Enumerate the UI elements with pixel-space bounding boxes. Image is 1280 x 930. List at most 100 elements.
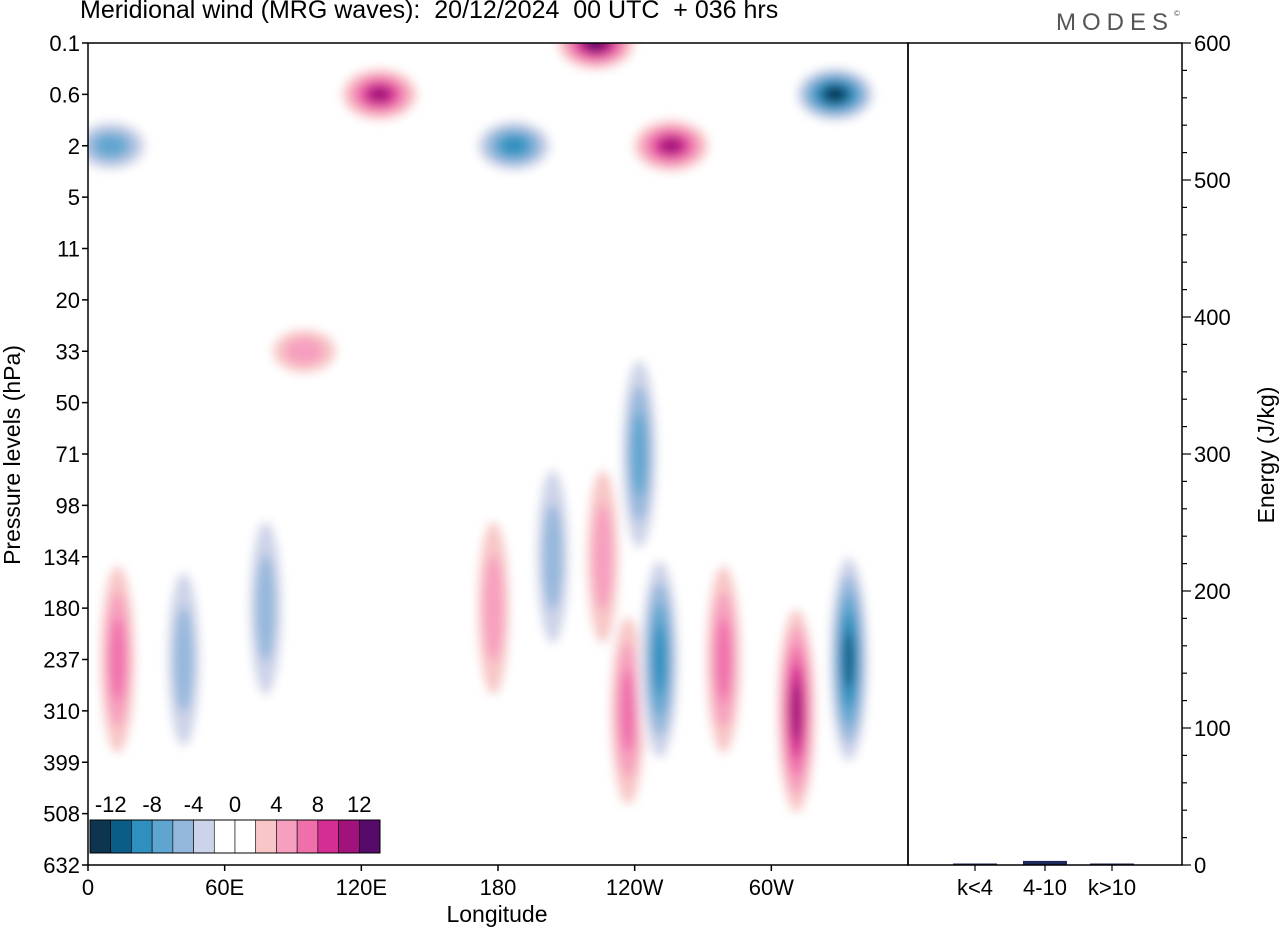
contour-level — [843, 630, 855, 689]
colorbar-swatch — [296, 819, 319, 854]
logo-mark: © — [1174, 9, 1180, 18]
colorbar-swatch — [172, 819, 194, 854]
contour-level — [501, 137, 527, 155]
field-feature-17 — [335, 64, 424, 125]
y-tick-label: 134 — [43, 545, 80, 570]
contour-level — [109, 617, 126, 702]
bar-panel-frame — [907, 42, 1183, 866]
logo-text: MODES — [1056, 9, 1175, 36]
field-feature-1 — [161, 539, 206, 780]
field-feature-6 — [605, 590, 650, 831]
heatmap-x-tick-labels: 0 60E 120E 180 120W 60W — [82, 875, 794, 900]
field-feature-4 — [530, 436, 575, 677]
colorbar-tick-label: 12 — [347, 792, 371, 817]
field-feature-2 — [243, 488, 288, 729]
field-feature-18 — [260, 321, 349, 382]
colorbar-swatch — [213, 819, 236, 854]
x-tick-label: 180 — [480, 875, 517, 900]
y-tick-label: 237 — [43, 648, 80, 673]
y-tick-label: 33 — [56, 339, 80, 364]
energy-tick-label: 100 — [1194, 716, 1231, 741]
x-tick-label: 120W — [606, 875, 664, 900]
colorbar-tick-label: -12 — [95, 792, 127, 817]
colorbar-swatch — [89, 819, 112, 854]
field-contours — [88, 43, 880, 831]
wind-field — [88, 43, 880, 831]
field-feature-14 — [791, 64, 880, 125]
colorbar-swatch — [131, 819, 153, 854]
colorbar-swatch — [358, 819, 381, 854]
colorbar-swatch — [276, 819, 298, 854]
x-tick-label: 60E — [205, 875, 244, 900]
contour-level — [95, 135, 127, 157]
x-tick-label: 60W — [749, 875, 794, 900]
y-tick-label: 71 — [56, 442, 80, 467]
x-tick-label: 120E — [336, 875, 387, 900]
colorbar-tick-label: 4 — [270, 792, 282, 817]
colorbar-swatch — [151, 819, 174, 854]
energy-tick-label: 600 — [1194, 31, 1231, 56]
field-feature-13 — [627, 115, 716, 176]
colorbar: -12 -8 -4 0 4 8 12 — [89, 792, 381, 854]
y-tick-label: 180 — [43, 596, 80, 621]
colorbar-tick-label: 8 — [312, 792, 324, 817]
field-feature-11 — [617, 334, 662, 574]
colorbar-tick-label: -4 — [184, 792, 204, 817]
contour-level — [620, 669, 636, 753]
x-tick-label: 0 — [82, 875, 94, 900]
energy-tick-label: 200 — [1194, 579, 1231, 604]
contour-level — [631, 412, 647, 496]
energy-category-label: k>10 — [1088, 875, 1136, 900]
field-feature-3 — [471, 488, 516, 729]
contour-level — [825, 88, 845, 101]
energy-category-label: 4-10 — [1023, 875, 1067, 900]
heatmap-ticks — [82, 42, 773, 871]
field-feature-8 — [701, 539, 746, 780]
field-feature-5 — [580, 436, 625, 677]
field-feature-0 — [95, 539, 140, 780]
y-tick-label: 632 — [43, 853, 80, 878]
y-tick-label: 310 — [43, 699, 80, 724]
field-feature-12 — [551, 43, 640, 73]
energy-bar — [1023, 860, 1067, 865]
colorbar-swatch — [317, 819, 339, 854]
contour-level — [791, 681, 802, 740]
contour-level — [586, 43, 606, 50]
colorbar-swatch — [234, 819, 257, 854]
contour-level — [173, 606, 194, 713]
y-tick-label: 50 — [56, 391, 80, 416]
colorbar-frame — [89, 819, 381, 854]
contour-level — [368, 87, 391, 102]
page-title: Meridional wind (MRG waves): 20/12/2024 … — [80, 0, 779, 24]
heatmap-background — [88, 43, 908, 865]
y-tick-label: 0.1 — [49, 31, 80, 56]
energy-axis-title: Energy (J/kg) — [1253, 387, 1279, 524]
field-feature-15 — [469, 115, 558, 176]
x-axis-title: Longitude — [446, 901, 547, 927]
field-feature-9 — [774, 590, 819, 831]
colorbar-swatch — [110, 819, 132, 854]
y-tick-label: 0.6 — [49, 82, 80, 107]
colorbar-swatch — [338, 819, 360, 854]
y-tick-label: 5 — [68, 185, 80, 210]
contour-level — [284, 337, 324, 365]
y-tick-label: 98 — [56, 493, 80, 518]
colorbar-tick-label: -8 — [142, 792, 162, 817]
colorbar-tick-label: 0 — [229, 792, 241, 817]
energy-category-label: k<4 — [957, 875, 993, 900]
energy-bar-panel: 0 100 200 300 400 500 600 k<4 4-10 k>10 — [953, 31, 1231, 900]
contour-level — [715, 617, 732, 702]
contour-level — [483, 554, 504, 662]
energy-tick-label: 0 — [1194, 853, 1206, 878]
colorbar-swatch — [193, 819, 215, 854]
y-axis-title: Pressure levels (hPa) — [0, 345, 25, 565]
heatmap-y-tick-labels: 0.1 0.6 2 5 11 20 33 50 71 98 134 180 237 310 399 508 63… — [43, 31, 80, 878]
energy-tick-label: 300 — [1194, 442, 1231, 467]
field-feature-10 — [826, 539, 871, 780]
colorbar-swatch — [255, 819, 277, 854]
modes-logo: MODES© — [1056, 9, 1180, 37]
y-tick-label: 20 — [56, 288, 80, 313]
y-tick-label: 2 — [68, 134, 80, 159]
field-feature-16 — [88, 115, 155, 176]
contour-level — [660, 138, 682, 154]
